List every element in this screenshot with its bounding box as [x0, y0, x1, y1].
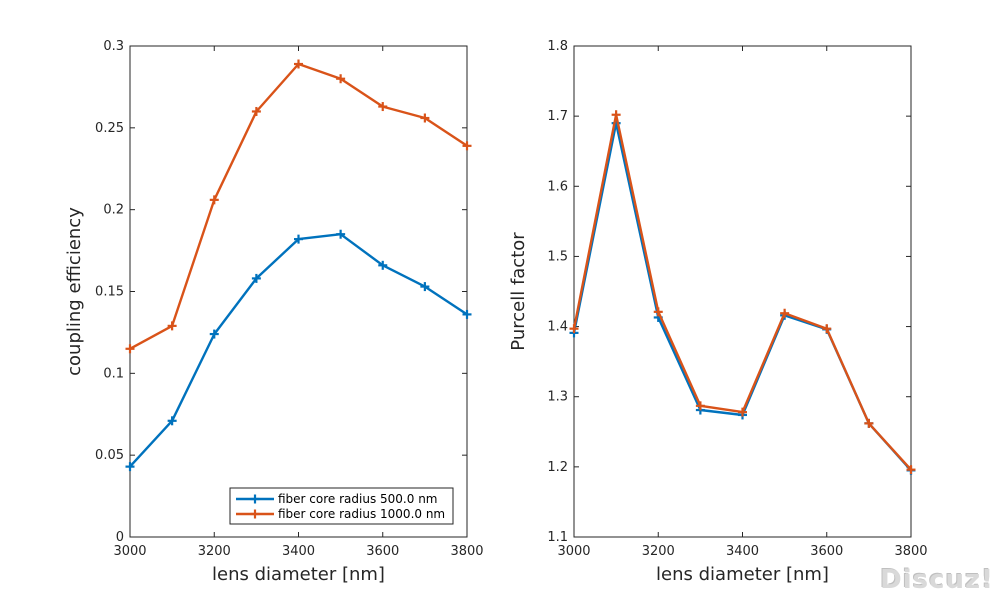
data-point-0 [167, 416, 177, 426]
data-point-1 [738, 407, 747, 417]
data-point-0 [251, 273, 261, 283]
data-point-1 [251, 106, 261, 116]
x-tick-label: 3200 [198, 544, 231, 559]
data-point-0 [420, 282, 430, 292]
plot-purcell-factor: 3000 3200 3400 3600 3800 1.1 1.2 1.3 1.4 1.5 1.6 1.… [508, 39, 928, 585]
x-tick-label: 3200 [642, 544, 675, 559]
y-tick-label: 1.7 [547, 109, 568, 124]
data-point-1 [125, 344, 135, 354]
legend-label-0: fiber core radius 500.0 nm [278, 492, 438, 506]
x-tick-label: 3400 [726, 544, 759, 559]
y-tick-label: 0.3 [103, 39, 124, 54]
data-point-1 [611, 110, 621, 120]
data-point-1 [336, 74, 346, 84]
y-tick-label: 1.8 [547, 39, 568, 54]
y-tick-label: 0.25 [95, 121, 124, 136]
x-tick-label: 3000 [557, 544, 590, 559]
data-point-1 [780, 308, 790, 318]
y-tick-label: 1.5 [547, 249, 568, 264]
data-point-1 [569, 324, 579, 334]
data-point-1 [209, 195, 219, 205]
y-tick-label: 1.4 [547, 320, 568, 335]
legend-label-1: fiber core radius 1000.0 nm [278, 507, 445, 521]
y-tick-label: 0.15 [95, 285, 124, 300]
y-tick-label: 0.05 [95, 448, 124, 463]
data-point-1 [378, 102, 388, 112]
x-tick-label: 3600 [810, 544, 843, 559]
x-tick-label: 3800 [450, 544, 483, 559]
x-tick-label: 3400 [282, 544, 315, 559]
data-point-0 [336, 229, 346, 239]
y-tick-label: 0.2 [103, 203, 124, 218]
data-point-1 [822, 324, 832, 334]
axes-box [129, 45, 468, 538]
x-axis-label: lens diameter [nm] [212, 564, 385, 585]
y-tick-label: 1.6 [547, 179, 568, 194]
data-point-1 [167, 321, 177, 331]
data-point-1 [294, 59, 303, 69]
data-point-0 [378, 260, 388, 270]
data-point-1 [462, 141, 472, 151]
data-point-1 [864, 418, 874, 428]
axes-box [573, 45, 912, 538]
x-tick-label: 3800 [894, 544, 927, 559]
data-point-0 [462, 309, 472, 319]
data-point-0 [209, 329, 219, 339]
y-axis-label: coupling efficiency [64, 207, 85, 376]
y-tick-label: 1.1 [547, 530, 568, 545]
data-point-0 [125, 462, 135, 472]
y-tick-label: 1.3 [547, 390, 568, 405]
plot-coupling-efficiency: 3000 3200 3400 3600 3800 0 0.05 0.1 0.15 0.2 0.25 0… [64, 39, 484, 585]
y-tick-label: 0.1 [103, 366, 124, 381]
x-tick-label: 3600 [366, 544, 399, 559]
y-tick-label: 1.2 [547, 460, 568, 475]
x-tick-label: 3000 [113, 544, 146, 559]
watermark-logo: Discuz! [880, 565, 994, 595]
data-point-0 [294, 234, 303, 244]
y-axis-label: Purcell factor [508, 232, 529, 351]
data-point-1 [695, 401, 705, 411]
x-axis-label: lens diameter [nm] [656, 564, 829, 585]
data-point-1 [906, 465, 916, 475]
y-tick-label: 0 [116, 530, 124, 545]
data-point-1 [420, 113, 430, 123]
data-point-1 [653, 307, 663, 317]
legend-box [229, 487, 454, 525]
